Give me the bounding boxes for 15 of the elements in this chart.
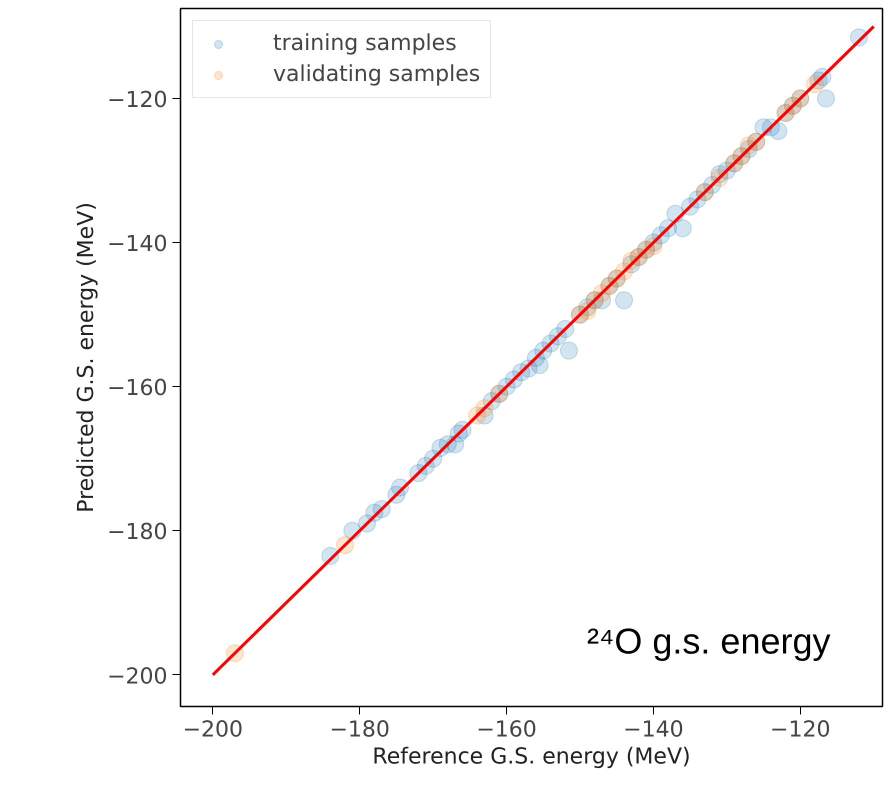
x-axis-title: Reference G.S. energy (MeV) [372, 744, 691, 770]
y-tick-label: −160 [107, 376, 168, 402]
annotation: ²⁴O g.s. energy [586, 620, 830, 662]
y-tick-label: −120 [107, 88, 168, 114]
y-tick-label: −180 [107, 520, 168, 546]
legend-label: training samples [273, 31, 457, 56]
y-tick-label: −200 [107, 664, 168, 690]
y-tick-label: −140 [107, 232, 168, 258]
y-axis-title: Predicted G.S. energy (MeV) [74, 202, 100, 513]
x-tick-label: −160 [476, 718, 537, 742]
x-tick-label: −180 [329, 718, 390, 742]
x-tick-label: −200 [182, 718, 244, 742]
legend-label: validating samples [273, 62, 480, 87]
x-tick-label: −120 [770, 718, 830, 742]
x-tick-label: −140 [623, 718, 684, 742]
